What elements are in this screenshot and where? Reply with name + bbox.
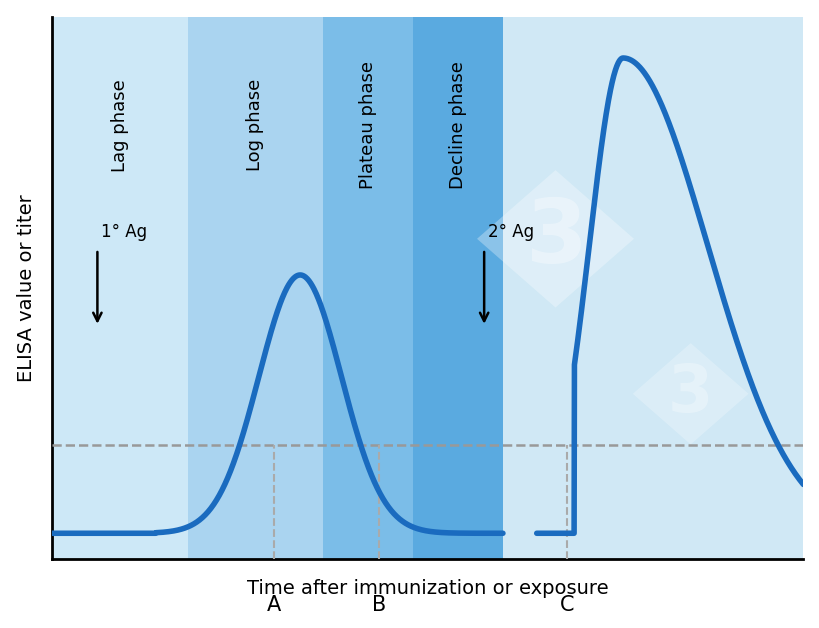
Bar	[188, 17, 323, 559]
Bar	[412, 17, 502, 559]
Y-axis label: ELISA value or titer: ELISA value or titer	[16, 194, 35, 382]
Text: A: A	[266, 595, 281, 615]
Bar	[323, 17, 412, 559]
Text: 3: 3	[524, 195, 586, 283]
X-axis label: Time after immunization or exposure: Time after immunization or exposure	[247, 578, 608, 597]
Polygon shape	[632, 343, 748, 445]
Polygon shape	[477, 170, 633, 308]
Text: Decline phase: Decline phase	[448, 61, 466, 189]
Text: Lag phase: Lag phase	[111, 78, 129, 171]
Bar	[502, 17, 803, 559]
Text: 2° Ag: 2° Ag	[487, 224, 533, 241]
Bar	[52, 17, 188, 559]
Text: Plateau phase: Plateau phase	[359, 61, 376, 189]
Text: B: B	[372, 595, 386, 615]
Text: 3: 3	[667, 362, 713, 426]
Text: C: C	[559, 595, 573, 615]
Text: 1° Ag: 1° Ag	[101, 224, 147, 241]
Text: Log phase: Log phase	[246, 79, 264, 171]
